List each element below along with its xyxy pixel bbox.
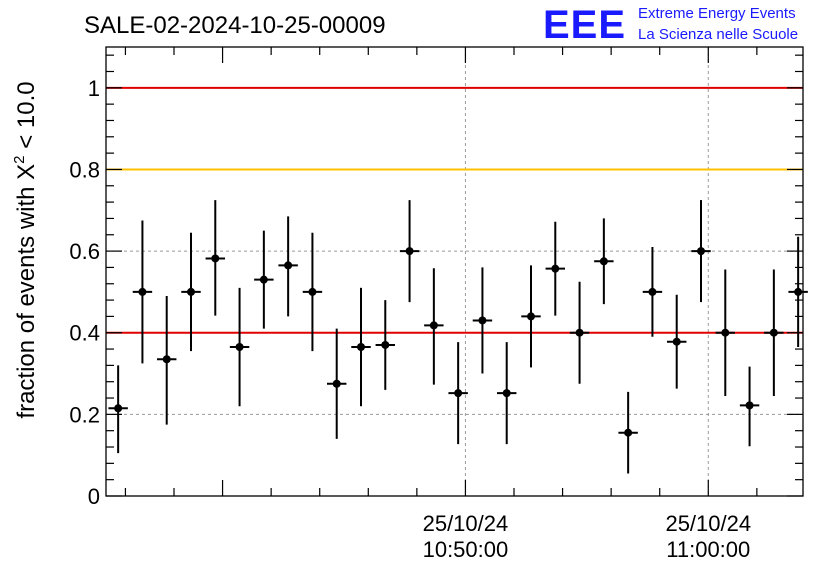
data-point <box>138 287 147 296</box>
chart-title: SALE-02-2024-10-25-00009 <box>84 12 386 39</box>
y-tick-label: 1 <box>88 76 100 101</box>
data-point <box>357 343 365 352</box>
eee-logo-line2: La Scienza nelle Scuole <box>638 26 798 43</box>
data-point <box>478 316 487 325</box>
plot-area: 00.20.40.60.8125/10/2410:50:0025/10/2411… <box>69 46 808 562</box>
data-point <box>575 328 584 337</box>
data-point <box>284 261 293 270</box>
eee-logo-line1: Extreme Energy Events <box>638 5 796 22</box>
data-point <box>162 355 171 364</box>
y-axis-label-symbol: X <box>13 164 40 180</box>
eee-logo-mark: EEE <box>543 3 626 47</box>
data-point <box>648 287 657 296</box>
data-point <box>769 328 778 337</box>
data-point <box>624 428 633 437</box>
data-point <box>381 340 390 349</box>
data-point <box>187 287 195 296</box>
y-axis-label-prefix: fraction of events with <box>13 180 40 419</box>
data-point <box>259 275 268 284</box>
data-point <box>114 404 123 413</box>
data-point <box>721 328 730 337</box>
y-tick-label: 0.6 <box>69 239 100 264</box>
plot-frame <box>105 46 804 497</box>
data-point <box>332 379 341 388</box>
x-tick-label-time: 10:50:00 <box>423 537 509 562</box>
y-tick-label: 0 <box>88 484 100 509</box>
data-point <box>502 389 511 398</box>
y-tick-label: 0.2 <box>69 402 100 427</box>
y-axis-label-sup: 2 <box>11 155 28 163</box>
data-point <box>527 312 535 321</box>
data-point <box>211 254 220 263</box>
data-point <box>429 321 438 330</box>
eee-logo: EEE Extreme Energy Events La Scienza nel… <box>543 3 798 47</box>
data-point <box>454 389 463 398</box>
data-point <box>235 343 244 352</box>
y-axis-label: fraction of events with X2 < 10.0 <box>11 81 40 418</box>
data-point <box>794 287 803 296</box>
y-tick-label: 0.4 <box>69 321 100 346</box>
data-point <box>308 287 317 296</box>
data-point <box>405 247 414 256</box>
y-tick-label: 0.8 <box>69 157 100 182</box>
x-tick-label-date: 25/10/24 <box>423 511 509 536</box>
data-point <box>599 257 608 266</box>
x-tick-label-date: 25/10/24 <box>665 511 751 536</box>
y-axis-label-suffix: < 10.0 <box>13 81 40 155</box>
data-point <box>672 337 681 346</box>
x-tick-label-time: 11:00:00 <box>666 537 750 562</box>
data-point <box>551 264 560 273</box>
data-point <box>745 401 754 410</box>
data-point <box>697 247 705 256</box>
